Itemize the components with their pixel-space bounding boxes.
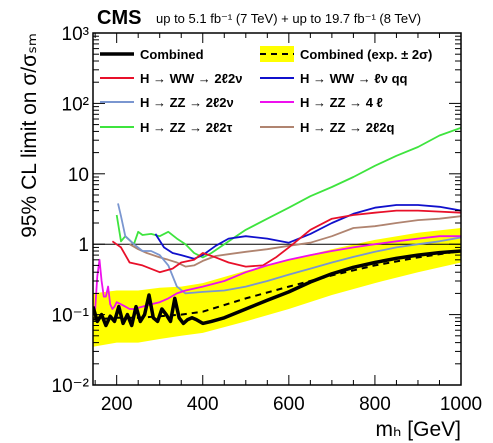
legend: Combined Combined (exp. ± 2σ) H → WW → 2ℓ2… <box>100 46 432 135</box>
y-tick-label: 10 <box>68 165 89 186</box>
x-tick-label: 600 <box>273 394 305 415</box>
series-line-4 <box>117 203 461 295</box>
legend-label: Combined <box>140 47 204 62</box>
y-tick-label: 1 <box>78 235 89 256</box>
y-tick-label: 10³ <box>62 24 89 45</box>
series-line-2 <box>111 209 461 274</box>
chart-subtitle: up to 5.1 fb⁻¹ (7 TeV) + up to 19.7 fb⁻¹… <box>156 11 421 26</box>
series-line-7 <box>129 215 461 268</box>
expected-band-layer <box>93 228 461 347</box>
chart-title: CMS <box>97 7 141 29</box>
legend-label: H → ZZ → 2ℓ2ν <box>140 95 234 110</box>
x-tick-label: 800 <box>359 394 391 415</box>
axis-ticks: 200 400 600 800 1000 10⁻² 10⁻¹ 1 10 10² 10³ <box>52 24 483 415</box>
legend-label: H → WW → ℓν qq <box>300 71 408 86</box>
legend-label: H → WW → 2ℓ2ν <box>140 71 242 86</box>
y-tick-label: 10² <box>62 94 89 115</box>
x-tick-label: 200 <box>101 394 133 415</box>
y-tick-label: 10⁻² <box>52 376 90 397</box>
x-tick-label: 1000 <box>440 394 482 415</box>
series-line-3 <box>154 204 461 260</box>
series-layer <box>93 126 461 328</box>
series-line-1 <box>93 250 461 321</box>
expected-2sigma-band <box>93 228 461 347</box>
legend-label: H → ZZ → 2ℓ2q <box>300 120 395 135</box>
legend-label: Combined (exp. ± 2σ) <box>300 47 432 62</box>
x-axis-title: mₕ [GeV] <box>375 418 461 441</box>
x-tick-label: 400 <box>187 394 219 415</box>
legend-label: H → ZZ → 4 ℓ <box>300 95 383 110</box>
plot-frame <box>92 32 462 386</box>
y-axis-title: 95% CL limit on σ/σₛₘ <box>18 33 41 238</box>
y-tick-label: 10⁻¹ <box>52 306 90 327</box>
series-line-0 <box>93 249 461 328</box>
legend-label: H → ZZ → 2ℓ2τ <box>140 120 233 135</box>
